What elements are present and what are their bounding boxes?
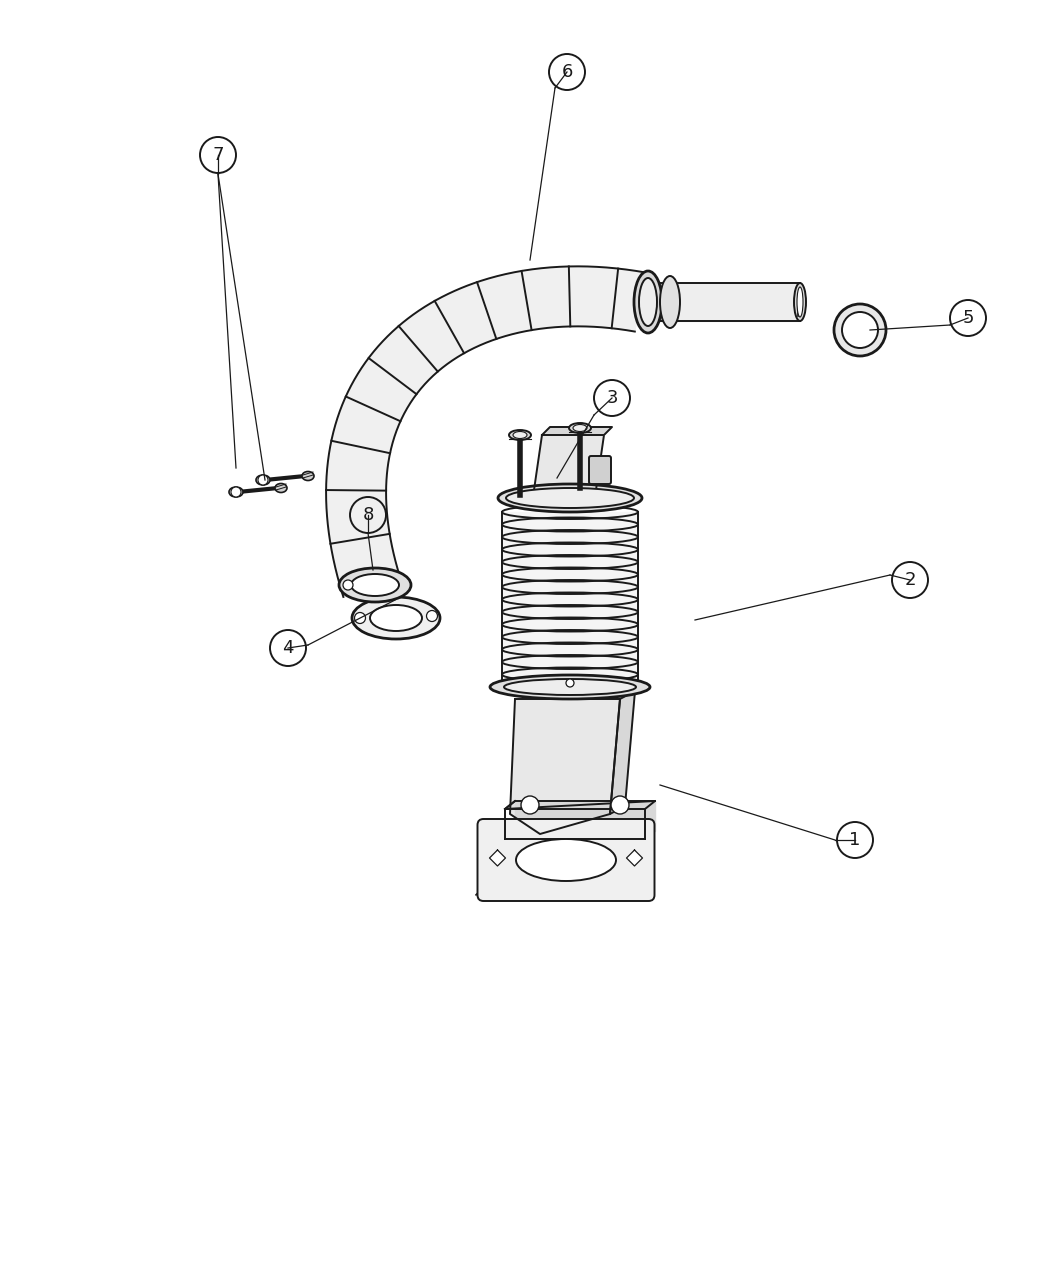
Text: 7: 7 — [212, 147, 224, 164]
Text: 1: 1 — [849, 831, 861, 849]
Ellipse shape — [794, 283, 806, 321]
Ellipse shape — [229, 487, 243, 497]
Ellipse shape — [351, 574, 399, 595]
Circle shape — [231, 487, 242, 497]
Ellipse shape — [498, 484, 642, 513]
FancyBboxPatch shape — [589, 456, 611, 484]
Ellipse shape — [509, 430, 531, 440]
Circle shape — [355, 612, 365, 623]
Ellipse shape — [639, 278, 657, 326]
Text: 3: 3 — [606, 389, 617, 407]
Polygon shape — [327, 266, 645, 597]
Polygon shape — [542, 427, 612, 435]
Ellipse shape — [842, 312, 878, 348]
Ellipse shape — [490, 674, 650, 699]
Text: 8: 8 — [362, 506, 374, 524]
Ellipse shape — [573, 425, 587, 431]
Ellipse shape — [634, 272, 662, 333]
Ellipse shape — [370, 606, 422, 631]
Polygon shape — [505, 801, 655, 810]
Polygon shape — [476, 887, 649, 895]
Circle shape — [258, 476, 268, 484]
Ellipse shape — [339, 567, 411, 602]
Ellipse shape — [513, 431, 527, 439]
Ellipse shape — [506, 488, 634, 507]
Ellipse shape — [275, 483, 287, 492]
Text: 4: 4 — [282, 639, 294, 657]
Circle shape — [521, 796, 539, 813]
Circle shape — [611, 796, 629, 813]
Polygon shape — [510, 699, 620, 834]
Ellipse shape — [660, 275, 680, 328]
Ellipse shape — [302, 472, 314, 481]
Polygon shape — [610, 691, 635, 813]
Polygon shape — [514, 801, 655, 831]
Polygon shape — [489, 850, 505, 866]
Ellipse shape — [834, 303, 886, 356]
Ellipse shape — [256, 476, 270, 484]
Polygon shape — [627, 850, 643, 866]
Ellipse shape — [516, 839, 616, 881]
FancyBboxPatch shape — [478, 819, 654, 901]
Ellipse shape — [504, 680, 636, 695]
Circle shape — [426, 611, 438, 621]
Ellipse shape — [797, 287, 803, 317]
Text: 2: 2 — [904, 571, 916, 589]
Text: 5: 5 — [962, 309, 973, 326]
Circle shape — [566, 680, 574, 687]
Text: 6: 6 — [562, 62, 572, 82]
Ellipse shape — [352, 597, 440, 639]
Circle shape — [343, 580, 353, 590]
Polygon shape — [534, 435, 604, 490]
Ellipse shape — [569, 423, 591, 434]
